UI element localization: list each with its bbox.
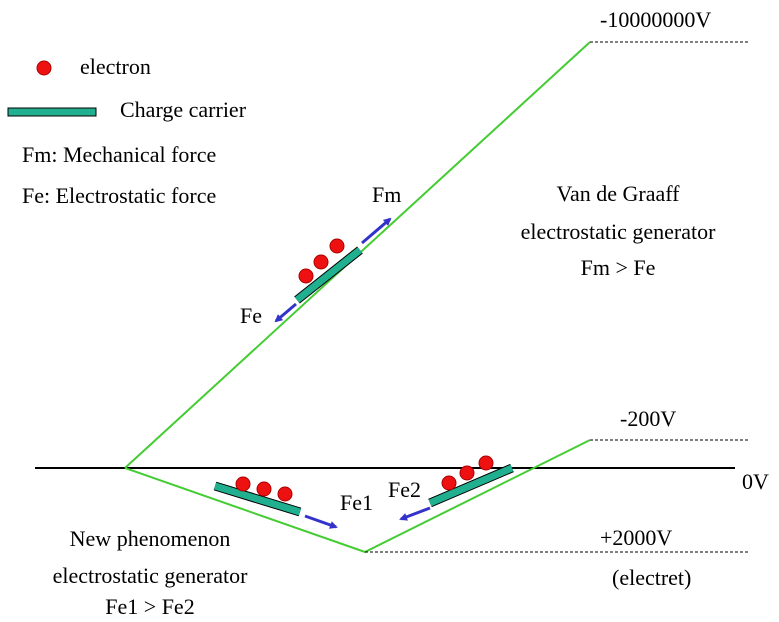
- force-arrow: [274, 302, 297, 323]
- electron: [235, 476, 251, 492]
- force-arrow: [399, 506, 431, 521]
- vdg-title: Fm > Fe: [581, 255, 656, 280]
- legend-fm: Fm: Mechanical force: [22, 142, 216, 167]
- vdg-title: Van de Graaff: [557, 181, 681, 206]
- new-title: New phenomenon: [70, 526, 231, 551]
- force-arrow: [304, 514, 338, 529]
- electron: [256, 481, 272, 497]
- level-label: 0V: [742, 469, 769, 494]
- force-label: Fm: [372, 182, 401, 207]
- vdg-title: electrostatic generator: [521, 219, 717, 244]
- electron: [441, 475, 457, 491]
- electron: [298, 268, 314, 284]
- carrier: [294, 247, 363, 303]
- electron: [313, 254, 329, 270]
- electron: [459, 465, 475, 481]
- electron: [478, 455, 494, 471]
- force-label: Fe2: [388, 477, 421, 502]
- level-label: +2000V: [600, 525, 672, 550]
- carrier: [428, 464, 514, 507]
- legend-carrier: Charge carrier: [120, 97, 247, 122]
- new-title: Fe1 > Fe2: [105, 594, 194, 619]
- legend-fe: Fe: Electrostatic force: [22, 183, 216, 208]
- legend-electron: electron: [80, 54, 151, 79]
- level-label: (electret): [612, 565, 691, 590]
- electron: [277, 486, 293, 502]
- force-label: Fe: [240, 303, 262, 328]
- carrier: [213, 482, 302, 516]
- new-title: electrostatic generator: [53, 563, 249, 588]
- electron: [329, 238, 345, 254]
- force-label: Fe1: [340, 490, 373, 515]
- level-label: -10000000V: [600, 7, 711, 32]
- level-label: -200V: [620, 406, 676, 431]
- legend-carrier-icon: [7, 107, 97, 117]
- force-arrow: [361, 217, 392, 245]
- legend-electron-icon: [36, 60, 52, 76]
